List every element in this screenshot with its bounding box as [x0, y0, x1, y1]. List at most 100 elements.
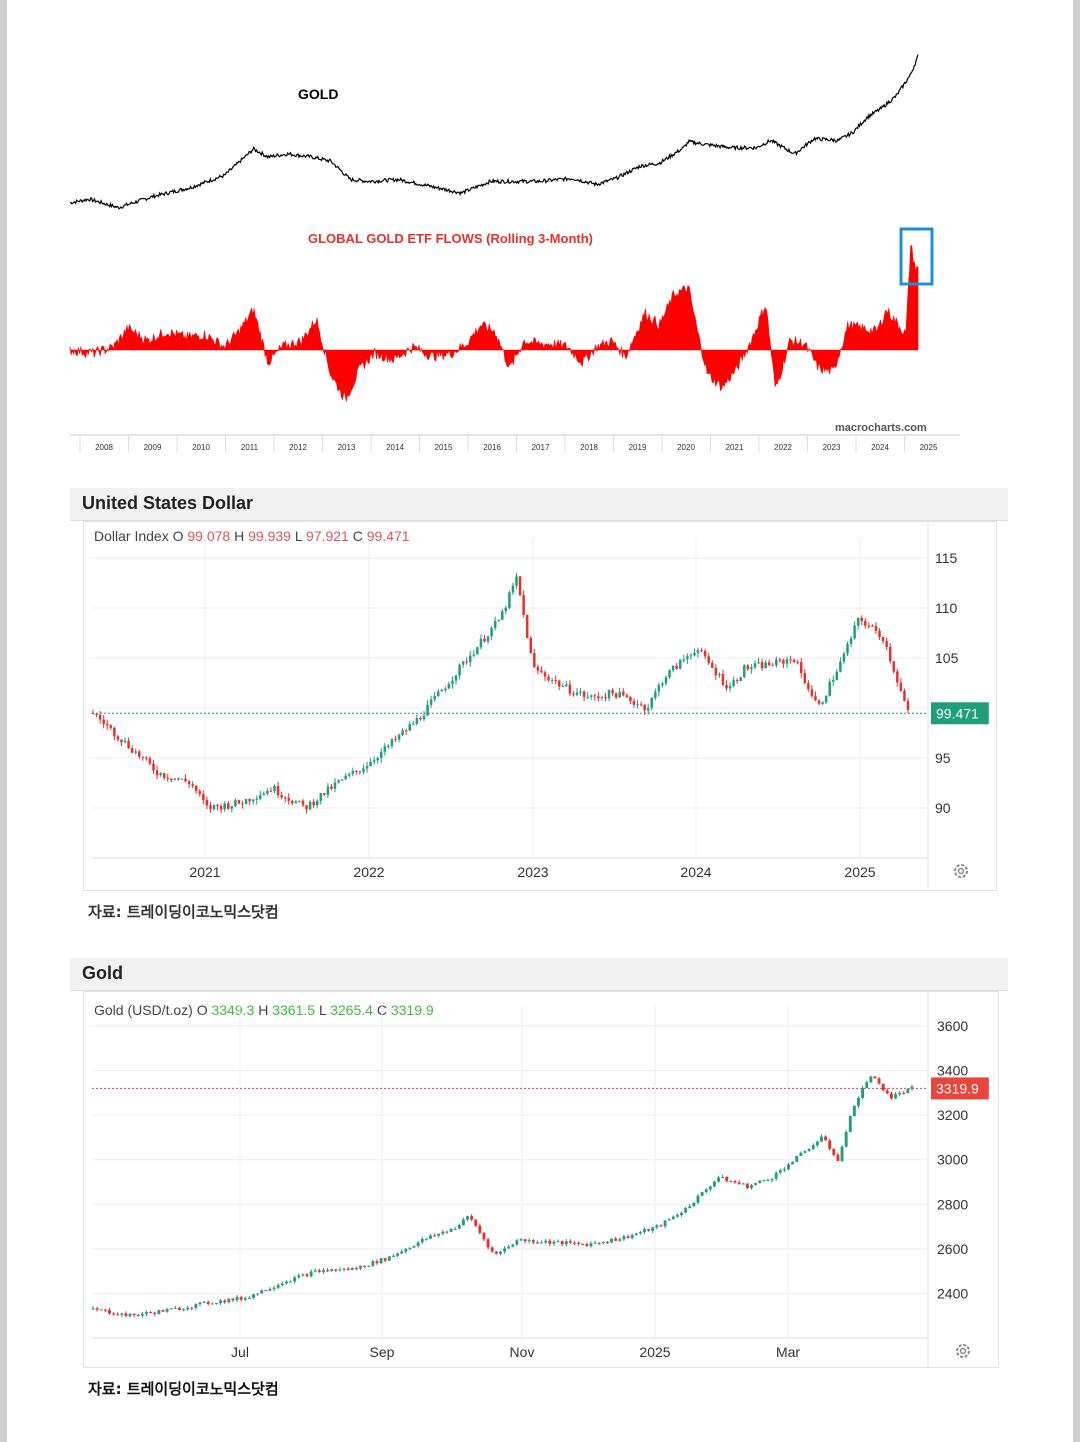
candle-body [354, 1268, 358, 1270]
candle-body [272, 1287, 276, 1289]
candle-body [330, 786, 333, 789]
candle-body [741, 1183, 745, 1185]
year-label: 2016 [483, 443, 501, 452]
candle-body [226, 803, 230, 809]
candle-body [661, 683, 664, 686]
gold-l-label: L [318, 1002, 327, 1018]
usd-l-label: L [294, 528, 303, 544]
candle-body [735, 680, 739, 682]
gold-settings-icon[interactable] [956, 1344, 970, 1358]
candle-body [799, 662, 803, 673]
candle-body [778, 659, 782, 661]
candle-body [350, 1268, 354, 1271]
candle-body [210, 1303, 214, 1305]
candle-body [523, 1239, 527, 1242]
gold-price-line [69, 54, 919, 210]
candle-body [839, 661, 842, 672]
candle-body [846, 643, 849, 654]
candle-body [461, 1219, 465, 1226]
candle-body [244, 799, 248, 805]
y-tick-label: 2800 [937, 1196, 968, 1212]
candle-body [497, 619, 500, 621]
candle-body [404, 1248, 408, 1252]
watermark: macrocharts.com [835, 422, 927, 434]
candle-body [671, 1216, 675, 1220]
candle-body [906, 1088, 910, 1094]
y-tick-label: 3400 [937, 1063, 968, 1079]
gold-etf-chart: GOLD GLOBAL GOLD ETF FLOWS (Rolling 3-Mo… [69, 54, 960, 452]
candle-body [625, 695, 629, 697]
candle-body [128, 1313, 132, 1317]
candle-body [556, 1241, 560, 1243]
candle-body [560, 1241, 564, 1245]
candle-body [155, 770, 159, 776]
gold-chart-box [83, 991, 999, 1368]
candle-body [597, 1242, 601, 1244]
candle-body [593, 695, 597, 697]
candle-body [844, 1131, 848, 1147]
candle-body [315, 800, 319, 806]
candle-body [268, 1288, 272, 1291]
candle-body [564, 1241, 568, 1245]
candle-body [714, 667, 718, 676]
candle-body [655, 1225, 659, 1228]
candle-body [394, 739, 397, 741]
candle-body [856, 617, 860, 626]
candle-body [202, 794, 205, 801]
candle-body [358, 771, 362, 773]
usd-panel-title: United States Dollar [82, 493, 254, 513]
candle-body [120, 1313, 124, 1315]
candle-body [433, 1235, 437, 1237]
gold-grid [92, 991, 929, 1368]
x-tick-label: Mar [776, 1344, 800, 1360]
candle-body [881, 1083, 885, 1091]
candle-body [832, 680, 835, 682]
candle-body [647, 1229, 651, 1231]
candle-body [212, 804, 216, 809]
candle-body [511, 1244, 515, 1247]
usd-ohlc-readout: Dollar Index O 99.078 H 99.939 L 97.921 … [94, 528, 410, 544]
candle-body [733, 1181, 737, 1183]
usd-settings-icon[interactable] [954, 864, 968, 878]
candle-body [401, 730, 404, 735]
candle-body [486, 1239, 490, 1248]
candle-body [429, 1235, 432, 1239]
candle-body [472, 654, 476, 656]
candle-body [646, 707, 650, 711]
gold-h-label: H [258, 1002, 269, 1018]
candle-body [159, 773, 162, 776]
etf-flows-path [69, 244, 919, 402]
usd-h-label: H [234, 528, 245, 544]
candle-body [573, 1242, 576, 1244]
candle-body [692, 1202, 696, 1207]
candle-body [548, 1240, 552, 1244]
candle-body [842, 653, 846, 662]
candle-body [864, 620, 867, 626]
candle-body [568, 684, 572, 694]
candle-body [824, 1136, 828, 1141]
candle-body [284, 1281, 288, 1284]
candle-body [729, 1181, 733, 1183]
candle-body [651, 1227, 655, 1231]
candle-body [565, 684, 568, 687]
candle-body [259, 795, 262, 799]
candle-body [294, 801, 298, 804]
gold-close-value: 3319.9 [390, 1002, 434, 1018]
candle-body [103, 1309, 107, 1311]
candle-body [152, 763, 155, 771]
candle-body [387, 745, 390, 747]
usd-grid [92, 521, 929, 888]
candle-body [824, 695, 828, 703]
candle-body [429, 699, 433, 705]
usd-panel-header: United States Dollar [70, 488, 1008, 521]
candle-body [518, 576, 522, 596]
candle-body [881, 636, 885, 642]
candle-body [629, 696, 632, 702]
candle-body [390, 739, 394, 746]
candle-body [903, 690, 906, 702]
candle-body [663, 1220, 667, 1227]
candle-body [102, 719, 105, 725]
page-edge-left [0, 0, 7, 1442]
candle-body [750, 1185, 753, 1188]
candle-body [436, 691, 440, 697]
